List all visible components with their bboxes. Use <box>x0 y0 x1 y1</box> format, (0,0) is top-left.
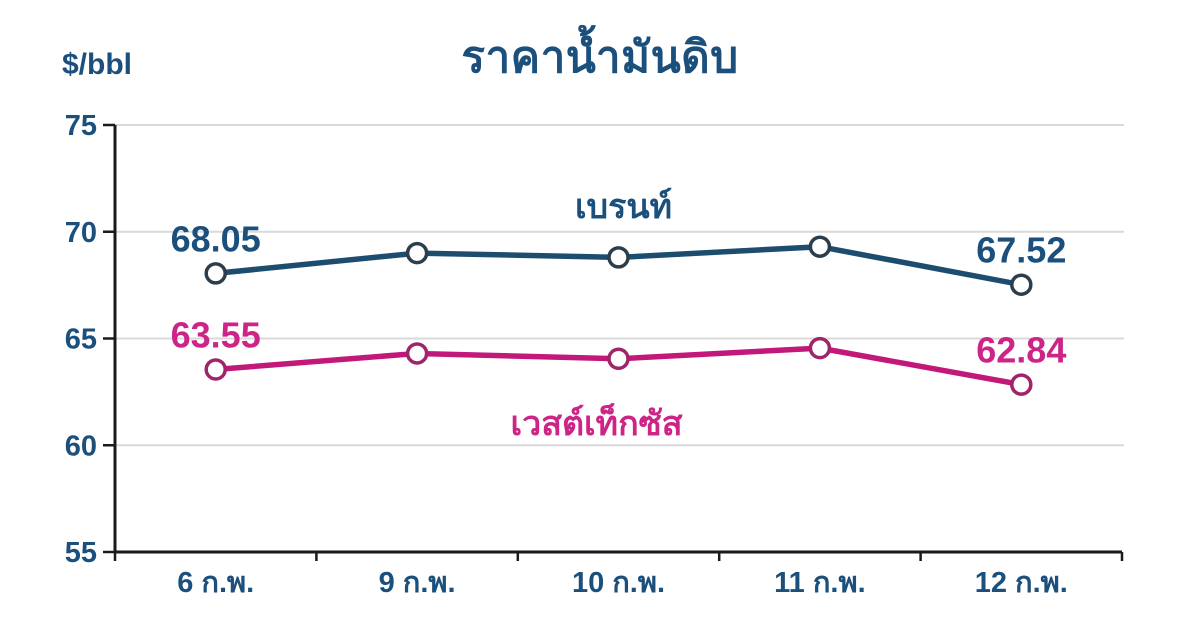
x-tick-label: 10 ก.พ. <box>572 567 665 599</box>
value-label-last: 67.52 <box>976 230 1066 271</box>
y-tick-label: 55 <box>65 537 97 569</box>
x-tick-label: 6 ก.พ. <box>177 567 254 599</box>
data-point-marker <box>405 241 429 265</box>
value-label-first: 68.05 <box>171 218 261 259</box>
data-point-marker <box>1010 273 1033 296</box>
y-axis-unit-label: $/bbl <box>62 48 133 81</box>
y-tick-label: 65 <box>65 324 97 356</box>
y-tick-label: 75 <box>65 110 97 142</box>
data-point-marker <box>204 262 227 285</box>
value-label-first: 63.55 <box>171 314 261 355</box>
series-name-label: เบรนท์ <box>575 187 672 226</box>
data-point-marker <box>607 347 630 371</box>
data-point-marker <box>405 342 429 365</box>
data-point-marker <box>808 235 832 258</box>
data-point-marker <box>1010 373 1033 396</box>
x-tick-label: 9 ก.พ. <box>379 567 456 599</box>
x-tick-label: 12 ก.พ. <box>975 567 1068 599</box>
value-label-last: 62.84 <box>976 330 1066 371</box>
series-name-label: เวสต์เท็กซัส <box>511 402 683 443</box>
x-tick-label: 11 ก.พ. <box>774 567 866 599</box>
y-tick-label: 60 <box>65 430 97 462</box>
data-point-marker <box>204 358 227 381</box>
chart-title: ราคาน้ำมันดิบ <box>461 33 739 82</box>
data-point-marker <box>808 336 832 360</box>
data-point-marker <box>607 246 630 269</box>
y-tick-label: 70 <box>65 217 97 249</box>
